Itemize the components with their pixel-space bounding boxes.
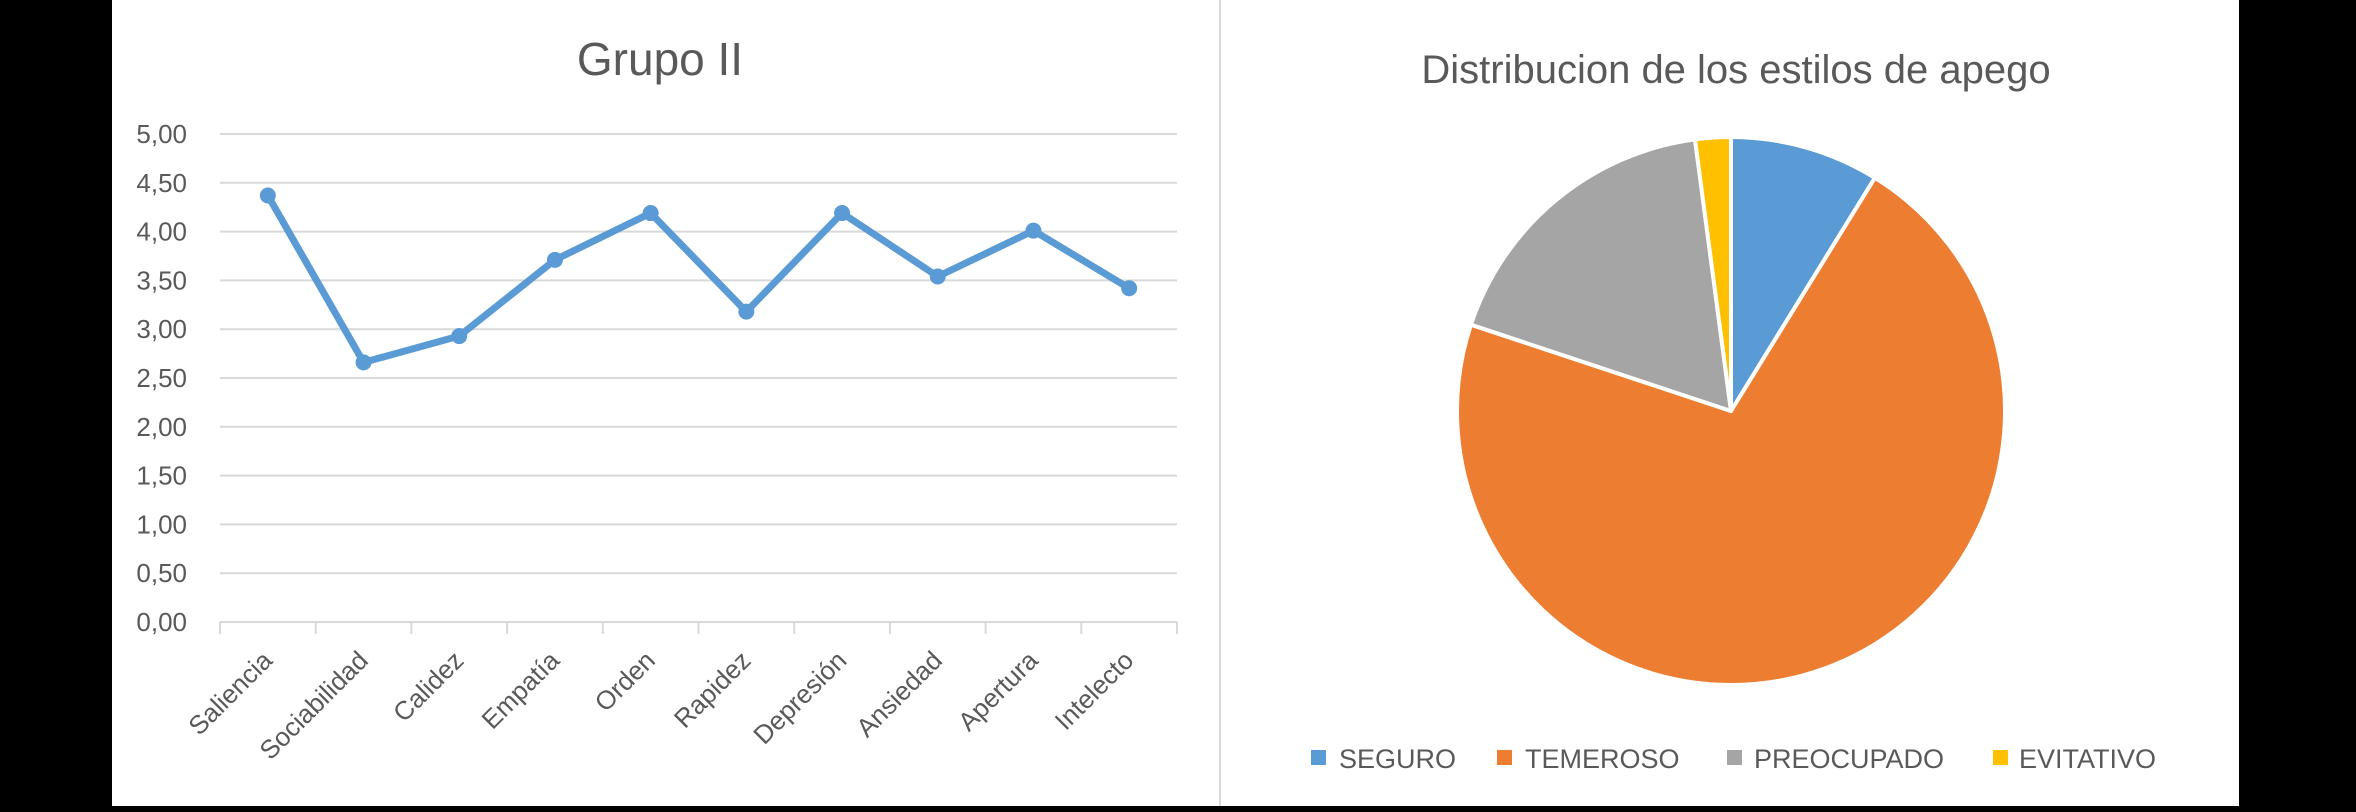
legend-label: TEMEROSO xyxy=(1525,744,1680,774)
y-tick-label: 0,50 xyxy=(136,558,187,588)
data-point-marker xyxy=(642,205,659,222)
legend-swatch xyxy=(1311,750,1326,765)
pie-slice-temeroso xyxy=(1455,175,2007,687)
data-point-marker xyxy=(738,303,755,320)
data-point-marker xyxy=(546,251,563,268)
y-axis-labels: 0,00 0,50 1,00 1,50 2,00 2,50 3,00 3,50 4,00 4,50… xyxy=(136,119,187,637)
y-tick-label: 4,50 xyxy=(136,168,187,198)
legend-swatch xyxy=(1993,750,2008,765)
x-tick-label: Empatía xyxy=(476,645,566,735)
line-chart-title: Grupo II xyxy=(577,33,743,85)
x-tick-label: Saliencia xyxy=(182,645,278,741)
data-point-marker xyxy=(259,187,276,204)
y-tick-label: 1,00 xyxy=(136,509,187,539)
pie-chart: Distribucion de los estilos de apego SEG… xyxy=(1311,48,2156,774)
x-tick-label: Orden xyxy=(589,645,661,717)
y-tick-label: 2,50 xyxy=(136,363,187,393)
x-tick-label: Depresión xyxy=(747,645,852,750)
data-point-marker xyxy=(834,205,851,222)
data-point-marker xyxy=(355,354,372,371)
y-gridlines xyxy=(220,133,1177,575)
y-tick-label: 3,50 xyxy=(136,265,187,295)
x-tick-label: Ansiedad xyxy=(850,645,948,743)
data-point-marker xyxy=(451,328,468,345)
x-axis xyxy=(219,621,1178,634)
legend-label: PREOCUPADO xyxy=(1754,744,1944,774)
x-tick-label: Rapidez xyxy=(668,645,757,734)
x-tick-label: Apertura xyxy=(952,645,1044,737)
y-tick-label: 0,00 xyxy=(136,607,187,637)
x-tick-label: Intelecto xyxy=(1049,645,1140,736)
line-chart: Grupo II 0,00 0,50 1,00 1,50 2,00 2,50 3,00 3,5… xyxy=(136,33,1178,766)
pie-slices xyxy=(1455,135,2007,687)
legend-item-temeroso: TEMEROSO xyxy=(1497,744,1680,774)
pie-chart-title: Distribucion de los estilos de apego xyxy=(1421,48,2050,92)
x-tick-label: Calidez xyxy=(387,645,470,728)
data-point-marker xyxy=(929,268,946,285)
y-tick-label: 2,00 xyxy=(136,412,187,442)
series-line xyxy=(264,193,1131,366)
chart-divider xyxy=(1219,0,1221,806)
legend-label: EVITATIVO xyxy=(2019,744,2156,774)
legend-swatch xyxy=(1497,750,1512,765)
pie-slice-seguro xyxy=(1729,135,1877,413)
data-point-marker xyxy=(1025,222,1042,239)
legend-swatch xyxy=(1727,750,1742,765)
y-tick-label: 4,00 xyxy=(136,217,187,247)
pie-slice-evitativo xyxy=(1692,135,1733,413)
y-tick-label: 3,00 xyxy=(136,314,187,344)
pie-slice-preocupado xyxy=(1468,137,1733,413)
legend-item-seguro: SEGURO xyxy=(1311,744,1456,774)
legend-label: SEGURO xyxy=(1339,744,1456,774)
line-series xyxy=(259,187,1138,371)
y-tick-label: 5,00 xyxy=(136,119,187,149)
data-point-marker xyxy=(1121,280,1138,297)
y-tick-label: 1,50 xyxy=(136,461,187,491)
pie-legend: SEGURO TEMEROSO PREOCUPADO EVITATIVO xyxy=(1311,744,2156,774)
legend-item-preocupado: PREOCUPADO xyxy=(1727,744,1944,774)
legend-item-evitativo: EVITATIVO xyxy=(1993,744,2156,774)
